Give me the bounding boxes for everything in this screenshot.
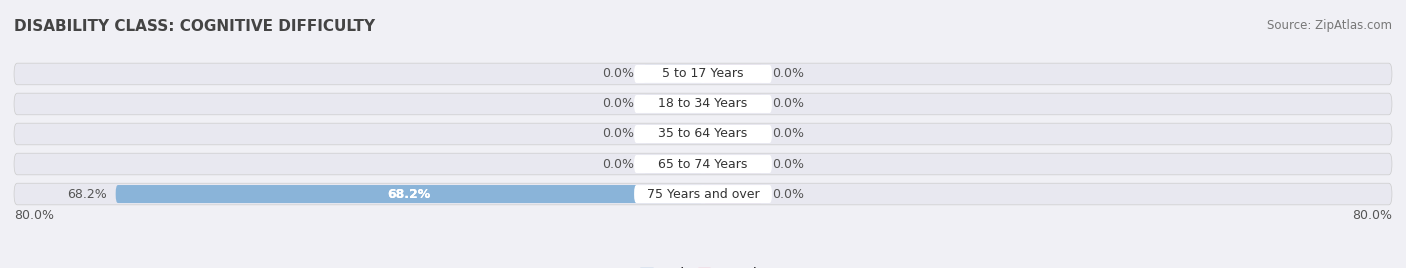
FancyBboxPatch shape xyxy=(643,155,703,173)
FancyBboxPatch shape xyxy=(703,155,763,173)
FancyBboxPatch shape xyxy=(14,123,1392,145)
Text: 5 to 17 Years: 5 to 17 Years xyxy=(662,68,744,80)
Text: 0.0%: 0.0% xyxy=(602,128,634,140)
Text: 35 to 64 Years: 35 to 64 Years xyxy=(658,128,748,140)
FancyBboxPatch shape xyxy=(14,153,1392,175)
FancyBboxPatch shape xyxy=(14,183,1392,205)
Text: 0.0%: 0.0% xyxy=(602,98,634,110)
Text: 0.0%: 0.0% xyxy=(602,158,634,170)
Text: 0.0%: 0.0% xyxy=(772,68,804,80)
Text: 0.0%: 0.0% xyxy=(602,68,634,80)
Text: 65 to 74 Years: 65 to 74 Years xyxy=(658,158,748,170)
Text: 68.2%: 68.2% xyxy=(388,188,432,200)
Text: 0.0%: 0.0% xyxy=(772,128,804,140)
FancyBboxPatch shape xyxy=(703,95,763,113)
FancyBboxPatch shape xyxy=(115,185,703,203)
FancyBboxPatch shape xyxy=(634,125,772,143)
FancyBboxPatch shape xyxy=(703,185,763,203)
Text: 68.2%: 68.2% xyxy=(67,188,107,200)
Text: DISABILITY CLASS: COGNITIVE DIFFICULTY: DISABILITY CLASS: COGNITIVE DIFFICULTY xyxy=(14,19,375,34)
FancyBboxPatch shape xyxy=(643,95,703,113)
FancyBboxPatch shape xyxy=(643,65,703,83)
Text: 0.0%: 0.0% xyxy=(772,188,804,200)
FancyBboxPatch shape xyxy=(634,155,772,173)
FancyBboxPatch shape xyxy=(703,65,763,83)
Legend: Male, Female: Male, Female xyxy=(636,262,770,268)
Text: 0.0%: 0.0% xyxy=(772,158,804,170)
Text: 18 to 34 Years: 18 to 34 Years xyxy=(658,98,748,110)
Text: 0.0%: 0.0% xyxy=(772,98,804,110)
FancyBboxPatch shape xyxy=(14,93,1392,115)
Text: 75 Years and over: 75 Years and over xyxy=(647,188,759,200)
FancyBboxPatch shape xyxy=(634,65,772,83)
FancyBboxPatch shape xyxy=(643,125,703,143)
FancyBboxPatch shape xyxy=(14,63,1392,85)
Text: 80.0%: 80.0% xyxy=(14,209,53,222)
FancyBboxPatch shape xyxy=(634,95,772,113)
Text: Source: ZipAtlas.com: Source: ZipAtlas.com xyxy=(1267,19,1392,32)
Text: 80.0%: 80.0% xyxy=(1353,209,1392,222)
FancyBboxPatch shape xyxy=(703,125,763,143)
Text: 68.2%: 68.2% xyxy=(388,188,432,200)
FancyBboxPatch shape xyxy=(634,185,772,203)
